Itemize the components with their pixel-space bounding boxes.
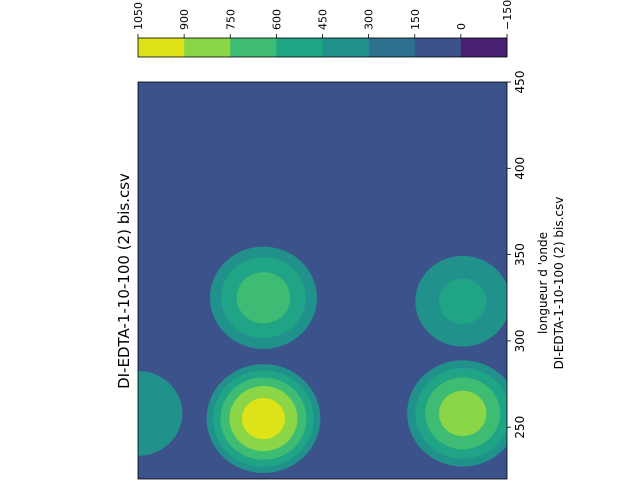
colorbar-cell xyxy=(276,38,323,57)
chart-title: DI-EDTA-1-10-100 (2) bis.csv xyxy=(115,173,133,389)
colorbar: 1050 900 750 600 450 300 150 0 −150 xyxy=(132,0,514,58)
colorbar-cell xyxy=(138,38,185,57)
colorbar-cell xyxy=(368,38,416,57)
contour-peak-core xyxy=(455,406,471,421)
wavelength-axis-label: longueur d 'onde xyxy=(536,232,550,334)
contour-peak-core xyxy=(255,411,271,426)
colorbar-tick-label: 600 xyxy=(270,9,283,30)
colorbar-cell xyxy=(414,38,462,57)
colorbar-cell xyxy=(184,38,231,57)
colorbar-cells xyxy=(138,38,508,57)
plot-frame xyxy=(137,81,508,480)
wavelength-tick-label: 250 xyxy=(513,416,527,439)
colorbar-tick-label: 150 xyxy=(409,9,422,30)
colorbar-tick-label: 1050 xyxy=(132,2,145,30)
colorbar-tick-label: 450 xyxy=(317,9,330,30)
colorbar-cell xyxy=(460,38,508,57)
wavelength-tick-label: 300 xyxy=(513,329,527,352)
wavelength-tick-label: 450 xyxy=(513,71,527,94)
colorbar-cell xyxy=(322,38,369,57)
contour-peak-core xyxy=(255,290,271,305)
colorbar-tick-label: 900 xyxy=(178,9,191,30)
contour-peak-core xyxy=(455,294,471,309)
colorbar-tick-label: 750 xyxy=(224,9,237,30)
colorbar-tick-label: 300 xyxy=(363,9,376,30)
plot-area: 250 300 350 400 450 xyxy=(137,71,527,480)
wavelength-tick-label: 350 xyxy=(513,243,527,266)
contour-band xyxy=(138,370,183,456)
colorbar-tick-label: −150 xyxy=(501,0,514,30)
contour-peak-core xyxy=(138,406,146,421)
wavelength-axis-secondary-label: DI-EDTA-1-10-100 (2) bis.csv xyxy=(552,197,566,370)
colorbar-tick-label: 0 xyxy=(455,23,468,30)
colorbar-cell xyxy=(230,38,277,57)
contour-layers xyxy=(138,246,507,474)
wavelength-axis-ticks: 250 300 350 400 450 xyxy=(507,71,527,439)
wavelength-tick-label: 400 xyxy=(513,157,527,180)
colorbar-ticks: 1050 900 750 600 450 300 150 0 −150 xyxy=(132,0,514,38)
